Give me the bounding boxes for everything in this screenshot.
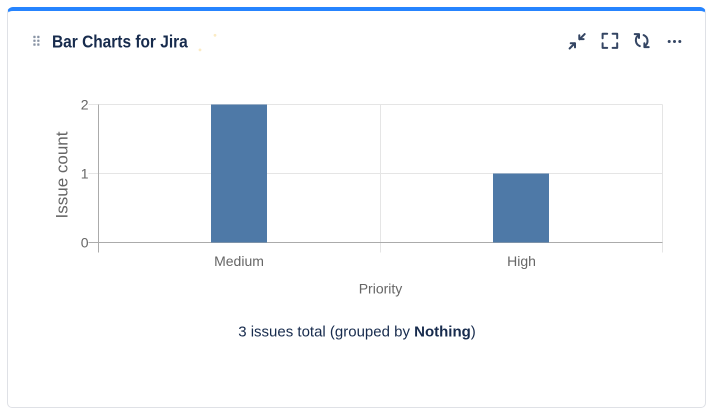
svg-text:High: High [507, 253, 536, 269]
svg-text:Priority: Priority [359, 280, 403, 296]
svg-text:Medium: Medium [214, 253, 264, 269]
svg-text:1: 1 [81, 165, 89, 181]
svg-text:3 issues total (grouped by Not: 3 issues total (grouped by Nothing) [238, 323, 476, 340]
svg-text:Bar Charts for Jira: Bar Charts for Jira [52, 31, 188, 51]
svg-text:Issue count: Issue count [53, 131, 72, 218]
svg-text:0: 0 [81, 234, 89, 250]
svg-text:2: 2 [81, 96, 89, 112]
